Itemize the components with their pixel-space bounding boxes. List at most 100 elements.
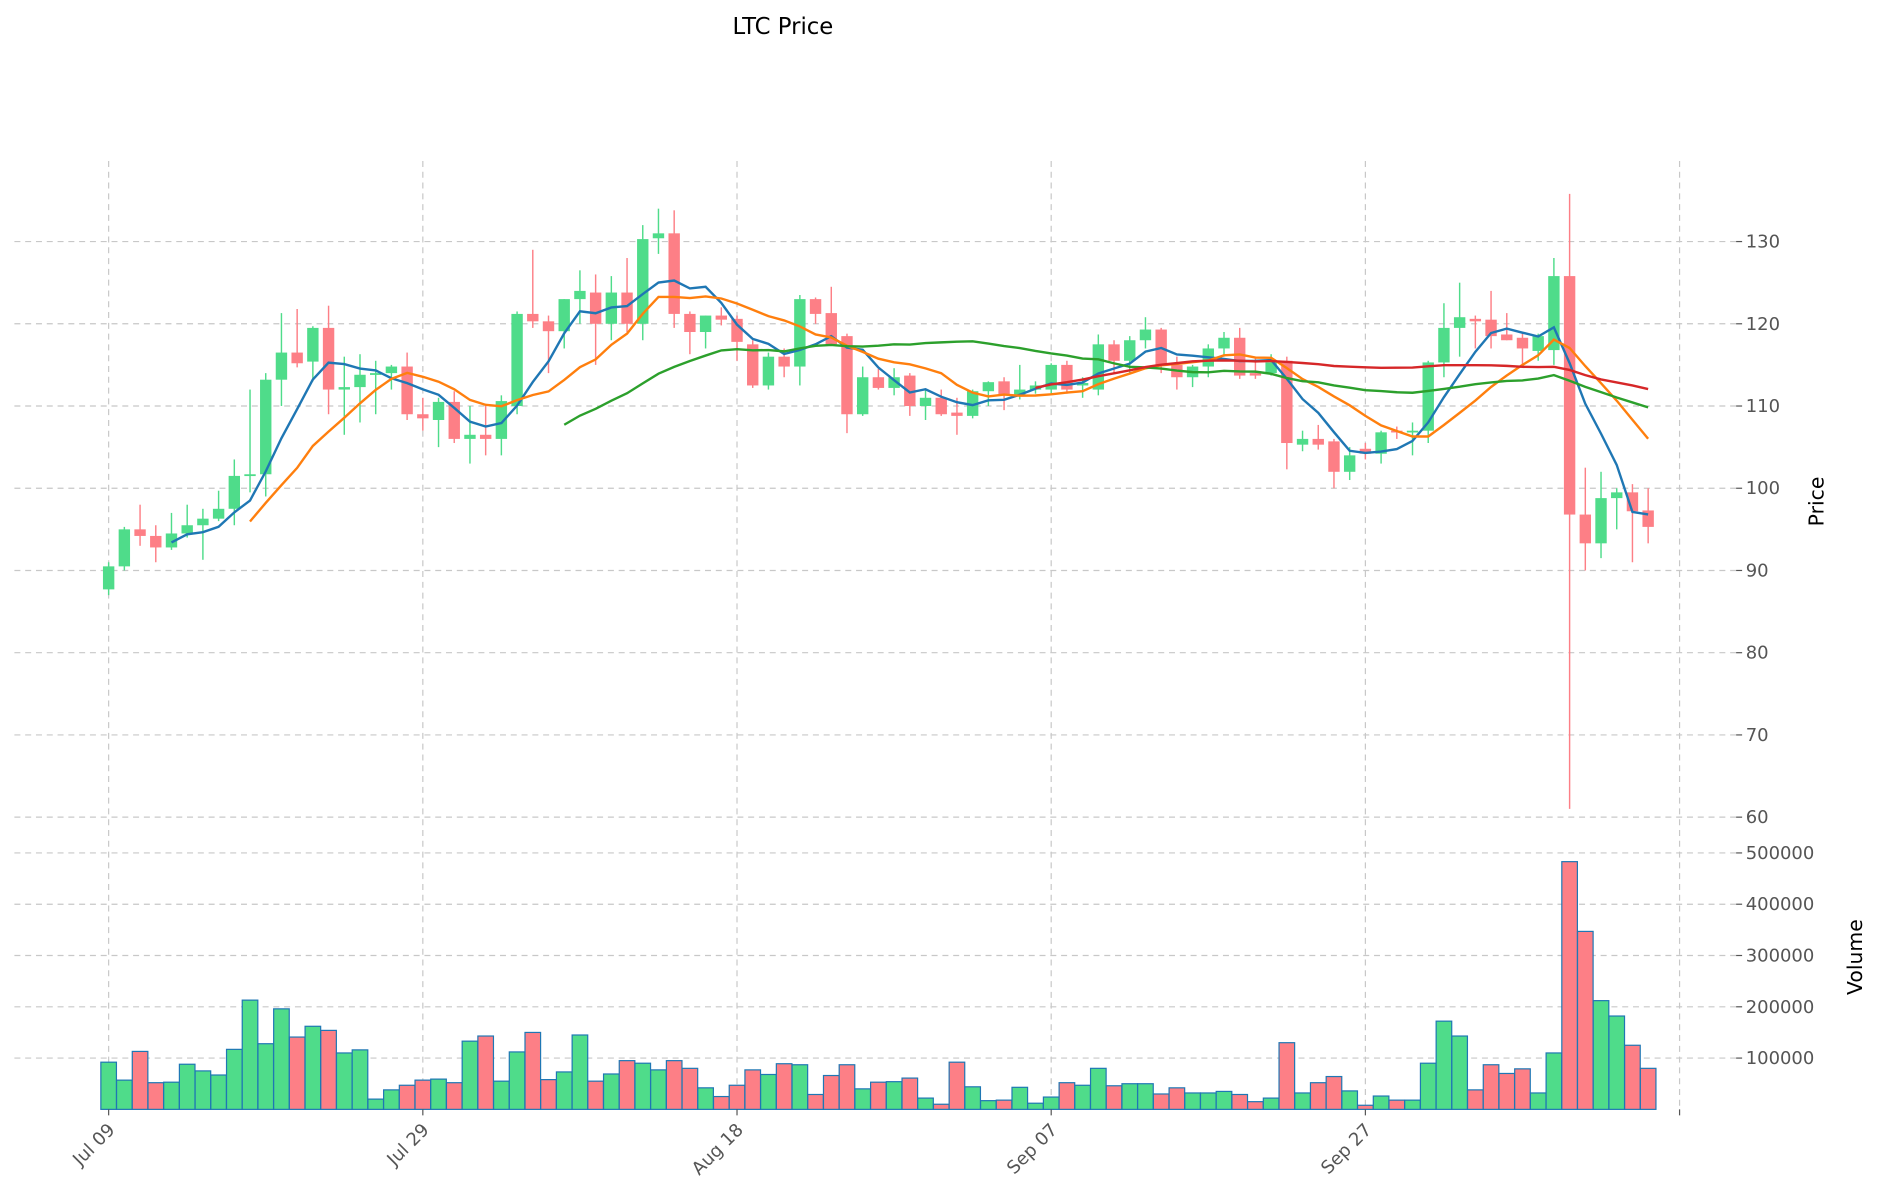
- volume-bar: [430, 1078, 447, 1110]
- candle-body: [1124, 340, 1136, 361]
- candle-body: [511, 313, 523, 407]
- candle-body: [1438, 327, 1450, 363]
- candle-body: [888, 377, 900, 388]
- volume-bar: [870, 1081, 887, 1110]
- volume-bar: [1058, 1082, 1076, 1110]
- volume-tick-label: 500000: [1746, 843, 1815, 864]
- volume-bar: [901, 1077, 919, 1110]
- candle-body: [1501, 334, 1513, 341]
- candle-body: [1375, 432, 1387, 454]
- volume-bar: [1309, 1082, 1327, 1110]
- candle-body: [118, 529, 131, 567]
- candle-body: [228, 475, 241, 509]
- candle-body: [951, 412, 963, 416]
- volume-bar: [1545, 1052, 1563, 1110]
- ma-5-line: [170, 279, 1649, 544]
- candle-body: [370, 373, 382, 375]
- volume-bar: [131, 1050, 149, 1110]
- price-tick-label: 60: [1746, 807, 1769, 828]
- volume-bars: [100, 861, 1657, 1110]
- price-tick-label: 90: [1746, 560, 1769, 581]
- volume-bar: [650, 1069, 667, 1110]
- volume-bar: [634, 1062, 652, 1110]
- candle-body: [919, 397, 932, 407]
- candle-body: [354, 374, 366, 388]
- candle-body: [385, 366, 398, 374]
- candle-body: [1532, 336, 1544, 351]
- candle-body: [1014, 389, 1026, 396]
- candle-body: [715, 315, 727, 320]
- volume-bar: [241, 999, 259, 1110]
- volume-bar: [1529, 1092, 1547, 1110]
- candle-body: [778, 356, 790, 367]
- candle-body: [982, 382, 995, 392]
- volume-bar: [995, 1099, 1013, 1110]
- candle-body: [495, 401, 508, 439]
- volume-bar: [1466, 1089, 1484, 1110]
- volume-bar: [1388, 1099, 1406, 1110]
- candle-body: [244, 474, 256, 477]
- volume-bar: [917, 1097, 934, 1110]
- volume-bar: [288, 1036, 306, 1110]
- candle-body: [794, 299, 806, 367]
- moving-average-lines: [170, 279, 1650, 544]
- volume-bar: [1608, 1015, 1626, 1110]
- volume-bar: [398, 1084, 416, 1110]
- volume-bar: [964, 1086, 982, 1110]
- candle-body: [432, 401, 445, 420]
- candle-body: [307, 327, 319, 362]
- candle-body: [1469, 318, 1482, 322]
- candlesticks: [102, 193, 1654, 809]
- volume-bar: [1341, 1090, 1359, 1110]
- candle-body: [1092, 344, 1105, 390]
- volume-bar: [979, 1100, 997, 1110]
- volume-axis-label: Volume: [1843, 919, 1867, 995]
- candle-body: [1548, 276, 1560, 351]
- volume-bar: [1404, 1099, 1421, 1110]
- volume-bar: [100, 1061, 118, 1110]
- volume-bar: [1294, 1092, 1311, 1110]
- price-tick-label: 70: [1746, 725, 1769, 746]
- candle-body: [652, 233, 665, 239]
- candle-body: [275, 352, 288, 380]
- candle-body: [558, 299, 570, 332]
- candle-body: [1359, 448, 1372, 454]
- candle-body: [1139, 329, 1152, 341]
- volume-bar: [351, 1049, 369, 1110]
- volume-bar: [461, 1040, 479, 1110]
- volume-bar: [807, 1093, 824, 1110]
- ma-30-line: [563, 340, 1649, 426]
- volume-bar: [508, 1051, 526, 1110]
- candle-body: [1516, 337, 1529, 349]
- volume-tick-label: 400000: [1746, 894, 1815, 915]
- volume-bar: [822, 1074, 840, 1110]
- volume-bar: [1356, 1104, 1374, 1110]
- candle-body: [479, 434, 492, 439]
- candle-body: [872, 377, 885, 388]
- candle-body: [935, 397, 947, 415]
- volume-bar: [383, 1089, 400, 1110]
- candle-body: [637, 239, 649, 324]
- candle-body: [809, 299, 822, 314]
- volume-bar: [587, 1080, 605, 1110]
- date-tick-label: Aug 18: [688, 1120, 748, 1180]
- chart-title: LTC Price: [733, 14, 834, 40]
- candle-body: [134, 529, 146, 536]
- volume-bar: [194, 1070, 212, 1110]
- volume-bar: [320, 1029, 337, 1110]
- ma-10-line: [249, 295, 1650, 523]
- volume-bar: [838, 1064, 856, 1110]
- volume-bar: [1419, 1062, 1437, 1110]
- candle-body: [1563, 276, 1576, 515]
- volume-bar: [147, 1082, 165, 1110]
- candle-body: [1642, 510, 1654, 527]
- candle-body: [841, 336, 853, 415]
- candle-body: [1234, 337, 1246, 376]
- candle-body: [1406, 430, 1419, 433]
- volume-bar: [540, 1079, 557, 1110]
- candle-body: [589, 292, 602, 324]
- candle-body: [1328, 441, 1340, 472]
- candle-body: [322, 327, 335, 390]
- volume-bar: [555, 1071, 573, 1110]
- candle-body: [1061, 364, 1073, 390]
